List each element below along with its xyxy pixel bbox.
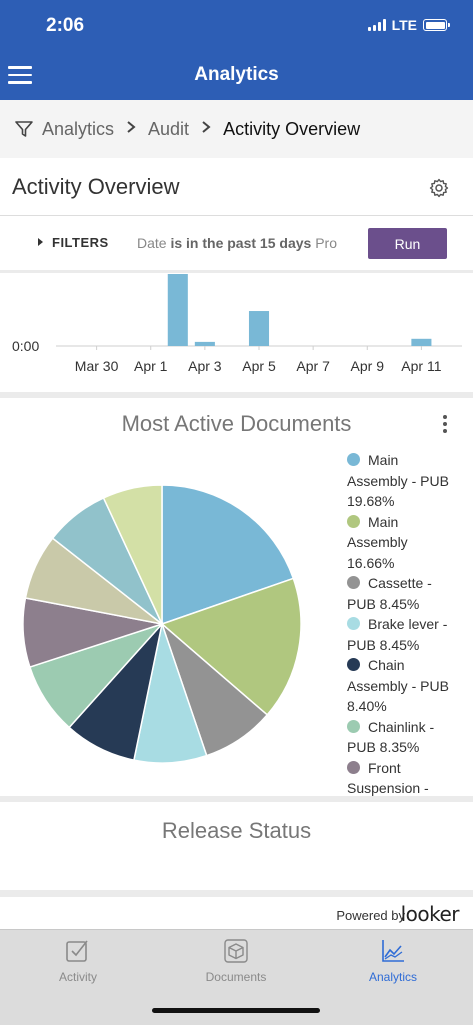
status-indicators: LTE: [367, 17, 450, 33]
breadcrumb: Analytics Audit Activity Overview: [0, 100, 473, 158]
powered-by-text: Powered by: [336, 908, 405, 923]
tab-activity[interactable]: Activity: [18, 938, 138, 984]
legend-swatch: [347, 617, 360, 630]
caret-right-icon: [38, 238, 43, 246]
legend-swatch: [347, 658, 360, 671]
looker-logo: looker: [400, 902, 460, 926]
tab-analytics[interactable]: Analytics: [333, 938, 453, 984]
pie-slice[interactable]: [160, 577, 302, 716]
tab-activity-label: Activity: [58, 970, 97, 984]
chart-title: Most Active Documents: [121, 411, 352, 436]
chevron-right-icon: [126, 120, 136, 139]
dashboard-header: Activity Overview: [0, 158, 473, 216]
chart-icon: [382, 940, 404, 962]
filter-next: Pro: [311, 235, 337, 251]
pie-chart: [22, 484, 302, 764]
legend-swatch: [347, 576, 360, 589]
legend-item[interactable]: Front Suspension -: [347, 758, 462, 796]
x-tick-label: Apr 5: [242, 358, 276, 374]
x-tick-label: Apr 3: [188, 358, 222, 374]
legend-item[interactable]: Chainlink - PUB 8.35%: [347, 717, 462, 758]
timeline-bar[interactable]: [194, 341, 215, 346]
legend-label: Brake lever -: [368, 616, 448, 632]
legend-label: 8.40%: [347, 698, 387, 714]
x-tick-label: Apr 11: [401, 358, 441, 374]
app-header: 2:06 LTE Analytics: [0, 0, 473, 100]
timeline-chart-card: 0:00 Mar 30 Apr 1 Apr 3 Apr 5 Apr 7 Apr 9 Apr 1…: [0, 273, 473, 392]
legend-label: 16.66%: [347, 554, 395, 571]
battery-icon: [423, 19, 450, 31]
checkbox-icon: [66, 940, 88, 962]
legend-label: Assembly - PUB: [347, 472, 449, 489]
chart-legend: Main Assembly - PUB 19.68% Main Assembly 16.6…: [347, 450, 462, 796]
home-indicator: [152, 1008, 320, 1013]
more-options-icon[interactable]: [443, 415, 449, 436]
legend-item[interactable]: Chain Assembly - PUB 8.40%: [347, 655, 462, 717]
x-tick-label: Mar 30: [75, 358, 119, 374]
release-status-title: Release Status: [161, 818, 312, 843]
y-tick-label: 0:00: [12, 338, 39, 354]
legend-swatch: [347, 719, 360, 733]
cube-icon: [224, 939, 248, 963]
dashboard-title: Activity Overview: [12, 174, 180, 199]
legend-swatch: [347, 453, 360, 466]
legend-label: Assembly - PUB: [347, 677, 449, 694]
x-tick-label: Apr 7: [296, 358, 330, 374]
tab-documents[interactable]: Documents: [176, 938, 296, 984]
legend-item[interactable]: Main Assembly 16.66%: [347, 512, 462, 574]
network-label: LTE: [391, 17, 417, 33]
x-tick-label: Apr 9: [351, 358, 385, 374]
filter-summary[interactable]: Date is in the past 15 days Pro: [137, 235, 350, 251]
legend-label: Chain: [368, 657, 405, 673]
tab-documents-label: Documents: [205, 970, 267, 984]
legend-label: Assembly: [347, 534, 408, 550]
run-button[interactable]: Run: [368, 228, 447, 259]
most-active-documents-card: Most Active Documents Main Assembly - PUB…: [0, 398, 473, 796]
legend-label: PUB 8.35%: [347, 739, 420, 755]
timeline-bar[interactable]: [248, 311, 270, 346]
legend-item[interactable]: Brake lever - PUB 8.45%: [347, 614, 462, 655]
signal-icon: [367, 19, 386, 31]
breadcrumb-audit[interactable]: Audit: [148, 118, 190, 139]
legend-item[interactable]: Cassette - PUB 8.45%: [347, 573, 462, 614]
app-title: Analytics: [194, 64, 279, 85]
breadcrumb-current: Activity Overview: [223, 118, 361, 139]
legend-label: Front: [368, 759, 401, 776]
filter-icon[interactable]: [14, 119, 34, 139]
legend-item[interactable]: Main Assembly - PUB 19.68%: [347, 450, 462, 512]
breadcrumb-analytics[interactable]: Analytics: [42, 118, 115, 139]
x-tick-label: Apr 1: [134, 358, 168, 374]
legend-swatch: [347, 514, 360, 528]
legend-swatch: [347, 760, 360, 774]
filters-toggle[interactable]: FILTERS: [38, 235, 109, 250]
timeline-chart: 0:00 Mar 30 Apr 1 Apr 3 Apr 5 Apr 7 Apr 9 Apr 1…: [12, 274, 462, 374]
filter-field: Date: [137, 235, 171, 251]
legend-label: Main: [368, 513, 399, 530]
legend-label: Main: [368, 452, 399, 468]
gear-icon[interactable]: [429, 178, 449, 203]
legend-label: Suspension -: [347, 780, 429, 796]
legend-label: Chainlink -: [368, 718, 435, 735]
filters-label: FILTERS: [52, 235, 109, 250]
pie-slice[interactable]: [102, 484, 163, 625]
powered-by: Powered by looker: [0, 897, 473, 929]
legend-label: Cassette -: [368, 575, 432, 591]
status-time: 2:06: [46, 15, 85, 36]
legend-label: 19.68%: [347, 493, 395, 509]
legend-label: PUB 8.45%: [347, 636, 420, 653]
timeline-bar[interactable]: [167, 274, 188, 346]
tab-analytics-label: Analytics: [368, 970, 418, 984]
menu-icon[interactable]: [8, 66, 32, 84]
filter-condition: is in the past 15 days: [170, 235, 312, 251]
filter-bar: FILTERS Date is in the past 15 days Pro …: [0, 216, 473, 270]
legend-label: PUB 8.45%: [347, 595, 420, 612]
release-status-card: Release Status: [0, 802, 473, 890]
chevron-right-icon: [201, 120, 211, 139]
timeline-bar[interactable]: [411, 338, 432, 346]
